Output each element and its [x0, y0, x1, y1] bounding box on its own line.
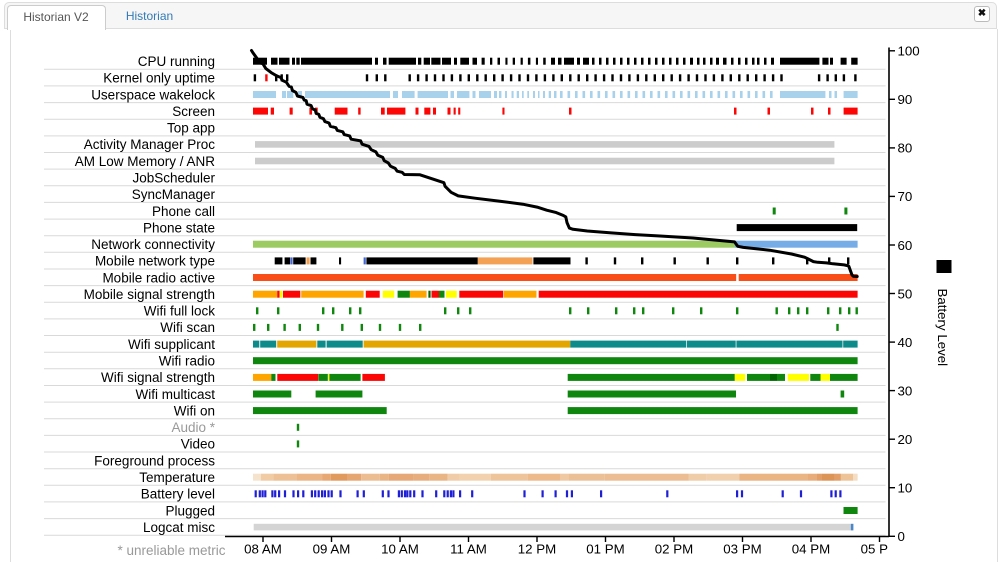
svg-text:80: 80 — [898, 141, 913, 156]
svg-text:30: 30 — [898, 383, 913, 398]
svg-text:* unreliable metric: * unreliable metric — [117, 543, 225, 558]
svg-text:01 PM: 01 PM — [586, 542, 624, 557]
svg-text:08 AM: 08 AM — [244, 542, 282, 557]
svg-text:70: 70 — [898, 189, 913, 204]
svg-text:05 P: 05 P — [861, 542, 888, 557]
svg-text:Audio *: Audio * — [171, 420, 215, 435]
svg-text:Screen: Screen — [172, 104, 215, 119]
svg-text:Phone call: Phone call — [152, 204, 215, 219]
svg-text:10: 10 — [898, 481, 913, 496]
svg-text:Wifi radio: Wifi radio — [159, 354, 215, 369]
svg-text:Kernel only uptime: Kernel only uptime — [103, 71, 215, 86]
svg-text:09 AM: 09 AM — [313, 542, 351, 557]
svg-text:Video: Video — [181, 437, 215, 452]
svg-text:Wifi full lock: Wifi full lock — [144, 304, 216, 319]
svg-text:JobScheduler: JobScheduler — [132, 171, 215, 186]
svg-text:Userspace wakelock: Userspace wakelock — [91, 87, 215, 102]
svg-text:Logcat misc: Logcat misc — [143, 520, 215, 535]
svg-text:04 PM: 04 PM — [792, 542, 830, 557]
svg-text:Network connectivity: Network connectivity — [91, 237, 215, 252]
svg-text:CPU running: CPU running — [138, 54, 215, 69]
svg-text:Mobile network type: Mobile network type — [95, 254, 215, 269]
svg-text:AM Low Memory / ANR: AM Low Memory / ANR — [75, 154, 216, 169]
svg-text:03 PM: 03 PM — [723, 542, 761, 557]
svg-text:Activity Manager Proc: Activity Manager Proc — [84, 137, 216, 152]
svg-text:12 PM: 12 PM — [518, 542, 556, 557]
svg-text:Wifi scan: Wifi scan — [160, 320, 215, 335]
svg-text:SyncManager: SyncManager — [132, 187, 216, 202]
svg-text:Wifi multicast: Wifi multicast — [135, 387, 215, 402]
svg-text:Battery level: Battery level — [141, 487, 215, 502]
svg-text:20: 20 — [898, 432, 913, 447]
svg-text:Battery Level: Battery Level — [935, 289, 950, 367]
svg-text:Temperature: Temperature — [139, 470, 215, 485]
svg-text:0: 0 — [898, 529, 905, 544]
svg-text:60: 60 — [898, 238, 913, 253]
svg-text:10 AM: 10 AM — [381, 542, 419, 557]
svg-text:Phone state: Phone state — [143, 220, 215, 235]
svg-text:Foreground process: Foreground process — [94, 453, 215, 468]
svg-text:Wifi on: Wifi on — [174, 403, 215, 418]
svg-text:Wifi supplicant: Wifi supplicant — [128, 337, 215, 352]
svg-text:Wifi signal strength: Wifi signal strength — [101, 370, 215, 385]
svg-text:11 AM: 11 AM — [450, 542, 487, 557]
svg-text:40: 40 — [898, 335, 913, 350]
svg-text:Top app: Top app — [167, 121, 215, 136]
svg-text:Plugged: Plugged — [165, 503, 215, 518]
svg-text:100: 100 — [898, 44, 920, 59]
svg-text:Mobile radio active: Mobile radio active — [102, 270, 215, 285]
svg-text:90: 90 — [898, 92, 913, 107]
svg-text:02 PM: 02 PM — [655, 542, 693, 557]
svg-text:Mobile signal strength: Mobile signal strength — [84, 287, 215, 302]
svg-text:50: 50 — [898, 286, 913, 301]
